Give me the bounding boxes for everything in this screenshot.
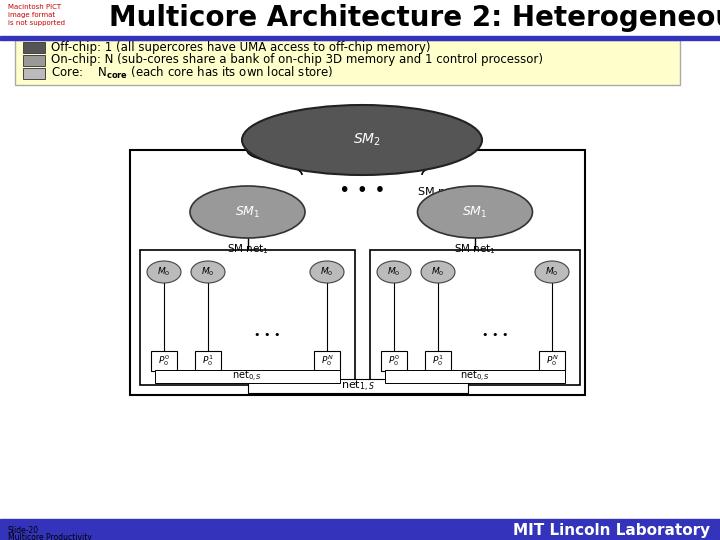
Text: $P_0^0$: $P_0^0$: [388, 354, 400, 368]
Bar: [140, 250, 355, 385]
Text: is not supported: is not supported: [8, 20, 65, 26]
Bar: [425, 351, 451, 371]
Text: $M_0$: $M_0$: [545, 266, 559, 278]
Ellipse shape: [421, 261, 455, 283]
Bar: [130, 150, 585, 395]
Text: $P_0^1$: $P_0^1$: [202, 354, 214, 368]
Bar: [155, 370, 340, 383]
Bar: [151, 351, 177, 371]
Text: Macintosh PICT: Macintosh PICT: [8, 4, 61, 10]
Ellipse shape: [190, 186, 305, 238]
Text: MIT Lincoln Laboratory: MIT Lincoln Laboratory: [513, 523, 710, 538]
Bar: [0, 36, 720, 40]
Text: • • •: • • •: [254, 330, 281, 340]
Text: net$_{0,S}$: net$_{0,S}$: [460, 369, 490, 384]
Ellipse shape: [310, 261, 344, 283]
Text: Multicore Productivity: Multicore Productivity: [8, 533, 92, 540]
Bar: [0, 519, 720, 522]
Text: $M_0$: $M_0$: [431, 266, 445, 278]
Bar: [370, 250, 580, 385]
Text: Slide-20: Slide-20: [8, 526, 39, 535]
Text: SM$_1$: SM$_1$: [462, 205, 487, 220]
Text: $P_0^0$: $P_0^0$: [158, 354, 170, 368]
Text: SM$_2$: SM$_2$: [353, 132, 381, 148]
Text: • • •: • • •: [338, 180, 385, 199]
Ellipse shape: [377, 261, 411, 283]
Ellipse shape: [242, 105, 482, 175]
Text: net$_{0,S}$: net$_{0,S}$: [233, 369, 263, 384]
Text: $M_0$: $M_0$: [387, 266, 401, 278]
Text: Core:    N$_{\mathbf{core}}$ (each core has its own local store): Core: N$_{\mathbf{core}}$ (each core has…: [51, 65, 333, 81]
Text: SM$_1$: SM$_1$: [235, 205, 261, 220]
Text: SM net$_2$: SM net$_2$: [417, 185, 462, 199]
Bar: [314, 351, 340, 371]
Text: net$_{1,S}$: net$_{1,S}$: [341, 379, 374, 394]
Text: $M_0$: $M_0$: [157, 266, 171, 278]
Text: Multicore Architecture 2: Heterogeneous: Multicore Architecture 2: Heterogeneous: [109, 4, 720, 32]
Bar: [381, 351, 407, 371]
Ellipse shape: [418, 186, 533, 238]
Text: • • •: • • •: [482, 330, 508, 340]
Bar: [248, 379, 467, 393]
Text: $M_0$: $M_0$: [202, 266, 215, 278]
Text: On-chip: N (sub-cores share a bank of on-chip 3D memory and 1 control processor): On-chip: N (sub-cores share a bank of on…: [51, 53, 543, 66]
Text: SM net$_1$: SM net$_1$: [227, 242, 269, 256]
Ellipse shape: [535, 261, 569, 283]
Bar: [385, 370, 565, 383]
Bar: [0, 520, 720, 540]
Bar: [23, 55, 45, 66]
Text: SM net$_1$: SM net$_1$: [454, 242, 496, 256]
Text: $P_0^1$: $P_0^1$: [432, 354, 444, 368]
Ellipse shape: [147, 261, 181, 283]
Bar: [539, 351, 565, 371]
Text: image format: image format: [8, 12, 55, 18]
Bar: [23, 68, 45, 79]
Bar: [15, 40, 680, 85]
Text: $P_0^N$: $P_0^N$: [320, 354, 333, 368]
Text: Off-chip: 1 (all supercores have UMA access to off-chip memory): Off-chip: 1 (all supercores have UMA acc…: [51, 40, 431, 53]
Text: $P_0^N$: $P_0^N$: [546, 354, 558, 368]
Ellipse shape: [191, 261, 225, 283]
Bar: [195, 351, 221, 371]
Bar: [23, 42, 45, 53]
Text: $M_0$: $M_0$: [320, 266, 333, 278]
